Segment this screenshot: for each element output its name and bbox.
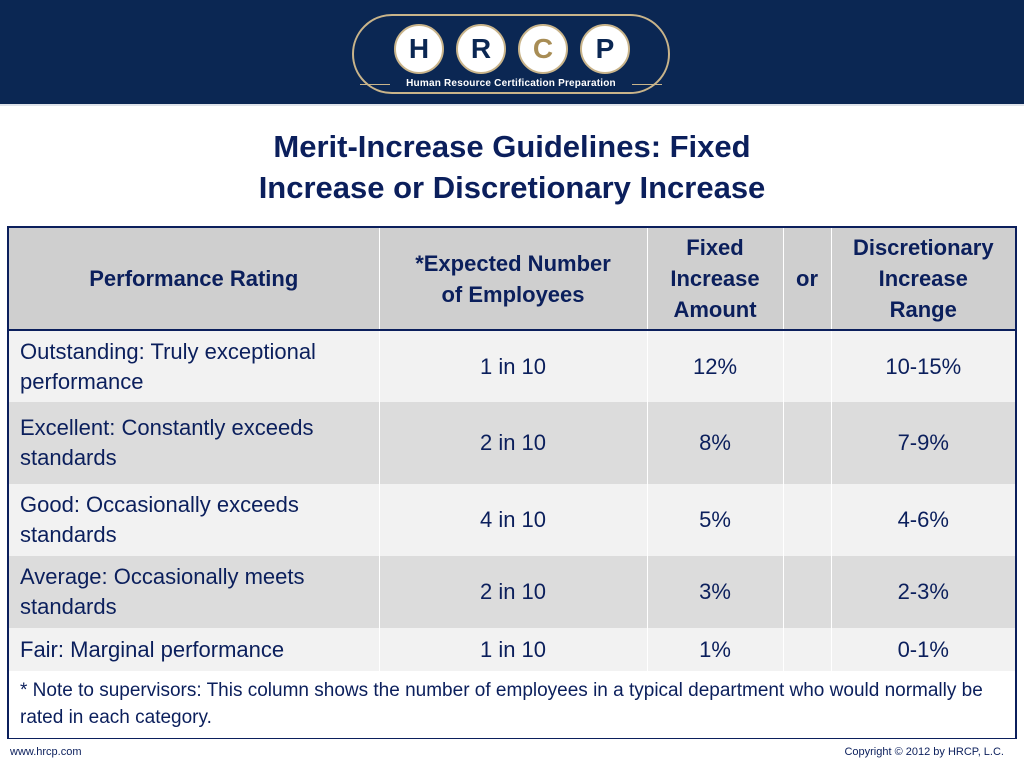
header-rating-label: Performance Rating <box>89 266 299 291</box>
expected-cell: 2 in 10 <box>379 402 648 484</box>
merit-guidelines-table: Performance Rating *Expected Number of E… <box>9 228 1015 738</box>
or-cell <box>783 330 832 402</box>
header-or-label: or <box>796 266 818 291</box>
table-row: Average: Occasionally meets standards 2 … <box>9 556 1015 628</box>
header-performance-rating: Performance Rating <box>9 228 380 331</box>
header-expected-number: *Expected Number of Employees <box>379 228 648 331</box>
fixed-cell: 5% <box>647 484 784 556</box>
fixed-cell: 12% <box>647 330 784 402</box>
logo-letter-h: H <box>394 24 444 74</box>
logo-letter-r: R <box>456 24 506 74</box>
expected-cell: 1 in 10 <box>379 330 648 402</box>
header-disc-line-1: Discretionary <box>852 235 994 260</box>
fixed-cell: 3% <box>647 556 784 628</box>
slide-title: Merit-Increase Guidelines: Fixed Increas… <box>0 126 1024 208</box>
or-cell <box>783 628 832 671</box>
rating-cell: Good: Occasionally exceeds standards <box>9 484 380 556</box>
fixed-cell: 8% <box>647 402 784 484</box>
header-fixed-line-3: Amount <box>673 297 757 322</box>
header-disc-line-2: Increase <box>878 266 968 291</box>
table-row: Outstanding: Truly exceptional performan… <box>9 330 1015 402</box>
rating-cell: Outstanding: Truly exceptional performan… <box>9 330 380 402</box>
header-expected-line-2: of Employees <box>441 281 585 307</box>
header-banner: H R C P Human Resource Certification Pre… <box>0 0 1024 104</box>
expected-cell: 4 in 10 <box>379 484 648 556</box>
header-discretionary-range: Discretionary Increase Range <box>831 228 1015 331</box>
table-row: Fair: Marginal performance 1 in 10 1% 0-… <box>9 628 1015 671</box>
title-line-1: Merit-Increase Guidelines: Fixed <box>273 129 751 164</box>
or-cell <box>783 484 832 556</box>
range-cell: 7-9% <box>831 402 1015 484</box>
or-cell <box>783 402 832 484</box>
merit-table: Performance Rating *Expected Number of E… <box>7 226 1017 739</box>
title-line-2: Increase or Discretionary Increase <box>258 170 766 205</box>
rating-cell: Excellent: Constantly exceeds standards <box>9 402 380 484</box>
footer-website: www.hrcp.com <box>10 746 82 758</box>
header-or: or <box>783 228 832 331</box>
header-fixed-line-1: Fixed <box>686 235 744 260</box>
expected-cell: 2 in 10 <box>379 556 648 628</box>
range-cell: 4-6% <box>831 484 1015 556</box>
logo-letter-p: P <box>580 24 630 74</box>
table-header-row: Performance Rating *Expected Number of E… <box>9 228 1015 331</box>
range-cell: 2-3% <box>831 556 1015 628</box>
footer-copyright: Copyright © 2012 by HRCP, L.C. <box>844 746 1004 758</box>
range-cell: 10-15% <box>831 330 1015 402</box>
rating-cell: Average: Occasionally meets standards <box>9 556 380 628</box>
logo-rule-right <box>632 84 662 85</box>
header-disc-line-3: Range <box>889 297 957 322</box>
table-row: Excellent: Constantly exceeds standards … <box>9 402 1015 484</box>
banner-divider <box>0 104 1024 106</box>
header-fixed-line-2: Increase <box>670 266 760 291</box>
hrcp-logo: H R C P Human Resource Certification Pre… <box>352 14 670 94</box>
logo-letter-c: C <box>518 24 568 74</box>
rating-cell: Fair: Marginal performance <box>9 628 380 671</box>
expected-cell: 1 in 10 <box>379 628 648 671</box>
table-note-row: * Note to supervisors: This column shows… <box>9 671 1015 738</box>
logo-tagline: Human Resource Certification Preparation <box>406 78 616 89</box>
fixed-cell: 1% <box>647 628 784 671</box>
range-cell: 0-1% <box>831 628 1015 671</box>
logo-rule-left <box>360 84 390 85</box>
header-expected-line-1: *Expected Number <box>415 250 611 276</box>
or-cell <box>783 556 832 628</box>
header-fixed-increase: Fixed Increase Amount <box>647 228 784 331</box>
table-row: Good: Occasionally exceeds standards 4 i… <box>9 484 1015 556</box>
supervisor-note: * Note to supervisors: This column shows… <box>9 671 1015 738</box>
